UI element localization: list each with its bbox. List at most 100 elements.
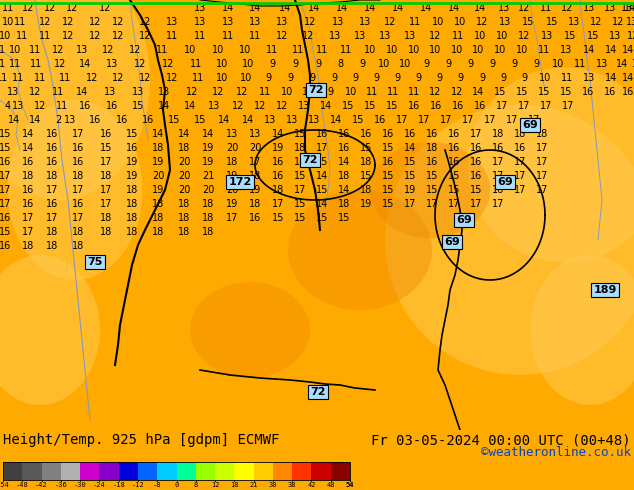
Bar xyxy=(273,462,292,480)
Text: 20: 20 xyxy=(152,171,164,181)
Text: 9: 9 xyxy=(265,73,271,83)
Text: 16: 16 xyxy=(582,87,594,97)
Text: 17: 17 xyxy=(100,157,112,167)
Text: 11: 11 xyxy=(452,31,464,41)
Text: 19: 19 xyxy=(126,157,138,167)
Text: 12: 12 xyxy=(162,59,174,69)
Text: 19: 19 xyxy=(226,171,238,181)
Text: 18: 18 xyxy=(46,241,58,251)
Text: 10: 10 xyxy=(378,59,390,69)
Text: 12: 12 xyxy=(302,31,314,41)
Text: 14: 14 xyxy=(316,171,328,181)
Text: 11: 11 xyxy=(59,73,71,83)
Text: 18: 18 xyxy=(338,199,350,209)
Bar xyxy=(176,462,196,480)
Text: 14: 14 xyxy=(622,73,634,83)
Text: 10: 10 xyxy=(474,31,486,41)
Text: 13: 13 xyxy=(104,87,116,97)
Text: 13: 13 xyxy=(194,3,206,13)
Text: 19: 19 xyxy=(249,185,261,195)
Text: 16: 16 xyxy=(316,129,328,139)
Bar xyxy=(331,462,350,480)
Text: 15: 15 xyxy=(294,171,306,181)
Text: 15: 15 xyxy=(132,101,144,111)
Text: -48: -48 xyxy=(16,482,29,488)
Text: 17: 17 xyxy=(100,199,112,209)
Text: 10: 10 xyxy=(494,45,506,55)
Text: 9: 9 xyxy=(415,73,421,83)
Bar xyxy=(61,462,80,480)
Text: 11: 11 xyxy=(292,45,304,55)
Text: 9: 9 xyxy=(315,59,321,69)
Text: 14: 14 xyxy=(622,45,634,55)
Bar xyxy=(42,462,61,480)
Text: 19: 19 xyxy=(152,185,164,195)
Text: 16: 16 xyxy=(382,129,394,139)
Text: 18: 18 xyxy=(100,227,112,237)
Text: 11: 11 xyxy=(16,31,28,41)
Text: 17: 17 xyxy=(396,115,408,125)
Text: -12: -12 xyxy=(132,482,145,488)
Text: 17: 17 xyxy=(46,213,58,223)
Text: 10: 10 xyxy=(2,17,14,27)
Text: 189: 189 xyxy=(593,285,617,295)
Text: 15: 15 xyxy=(294,199,306,209)
Text: 11: 11 xyxy=(259,87,271,97)
Text: 11: 11 xyxy=(52,87,64,97)
Text: 16: 16 xyxy=(408,101,420,111)
Text: 17: 17 xyxy=(496,101,508,111)
Bar xyxy=(254,462,273,480)
Text: 16: 16 xyxy=(360,129,372,139)
Text: 12: 12 xyxy=(232,101,244,111)
Text: 14: 14 xyxy=(320,101,332,111)
Text: 16: 16 xyxy=(338,143,350,153)
Text: 18: 18 xyxy=(22,241,34,251)
Text: 18: 18 xyxy=(178,199,190,209)
Text: 13: 13 xyxy=(604,3,616,13)
Text: 17: 17 xyxy=(249,157,261,167)
Text: 69: 69 xyxy=(497,177,513,187)
Text: 9: 9 xyxy=(423,59,429,69)
Text: 13: 13 xyxy=(286,115,298,125)
Text: 9: 9 xyxy=(269,59,275,69)
Text: 15: 15 xyxy=(382,199,394,209)
Text: 14: 14 xyxy=(272,129,284,139)
Text: 10: 10 xyxy=(552,59,564,69)
Text: 13: 13 xyxy=(249,129,261,139)
Text: 13: 13 xyxy=(560,45,572,55)
Text: 15: 15 xyxy=(316,157,328,167)
Text: 17: 17 xyxy=(514,185,526,195)
Text: 16: 16 xyxy=(79,101,91,111)
Text: 12: 12 xyxy=(66,3,78,13)
Text: 15: 15 xyxy=(360,171,372,181)
Text: 13: 13 xyxy=(12,101,24,111)
Text: 16: 16 xyxy=(249,213,261,223)
Text: 13: 13 xyxy=(194,17,206,27)
Text: -54: -54 xyxy=(0,482,10,488)
Text: 16: 16 xyxy=(100,129,112,139)
Text: 16: 16 xyxy=(22,157,34,167)
Text: 18: 18 xyxy=(178,213,190,223)
Text: 10: 10 xyxy=(9,45,21,55)
Text: 9: 9 xyxy=(373,73,379,83)
Text: 18: 18 xyxy=(272,185,284,195)
Text: 14: 14 xyxy=(152,129,164,139)
Text: 14: 14 xyxy=(364,3,376,13)
Text: 17: 17 xyxy=(418,115,430,125)
Text: 11: 11 xyxy=(29,45,41,55)
Ellipse shape xyxy=(0,255,100,405)
Text: ©weatheronline.co.uk: ©weatheronline.co.uk xyxy=(481,446,631,459)
Text: 16: 16 xyxy=(470,171,482,181)
Text: 14: 14 xyxy=(316,199,328,209)
Text: 17: 17 xyxy=(294,185,306,195)
Text: 15: 15 xyxy=(494,87,506,97)
Text: 21: 21 xyxy=(249,482,258,488)
Text: 12: 12 xyxy=(61,31,74,41)
Text: 17: 17 xyxy=(72,213,84,223)
Text: 10: 10 xyxy=(454,17,466,27)
Text: 18: 18 xyxy=(152,199,164,209)
Text: 13: 13 xyxy=(158,87,170,97)
Text: Fr 03-05-2024 00:00 UTC (00+48): Fr 03-05-2024 00:00 UTC (00+48) xyxy=(372,433,631,447)
Bar xyxy=(196,462,215,480)
Text: 15: 15 xyxy=(426,185,438,195)
